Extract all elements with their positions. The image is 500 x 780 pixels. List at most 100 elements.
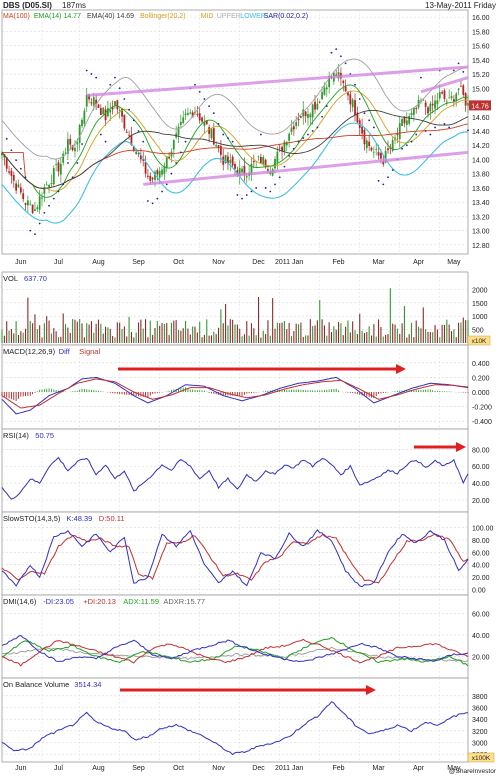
- sar-dot: [250, 190, 253, 193]
- sar-dot: [198, 90, 201, 93]
- candle-body: [107, 108, 109, 117]
- candle-body: [99, 108, 102, 116]
- sar-dot: [137, 130, 140, 132]
- sar-dot: [24, 176, 27, 179]
- candle-body: [342, 80, 345, 83]
- sar-dot: [90, 73, 93, 75]
- ema40-line: [1, 109, 469, 189]
- candle-body: [69, 138, 72, 145]
- sar-dot: [241, 197, 243, 200]
- candle-body: [31, 204, 34, 213]
- bottom-x-tick-label: Jul: [54, 765, 63, 772]
- legend-entry: EMA(14) 14.77: [34, 13, 81, 20]
- y-tick-label-price: 12.80: [472, 243, 490, 250]
- candle-body: [391, 140, 394, 151]
- sar-dot: [161, 190, 163, 193]
- y-tick-label-obv: 3200: [472, 729, 488, 736]
- bottom-x-tick-label: Feb: [333, 765, 345, 772]
- candle-body: [325, 87, 328, 90]
- candle-body: [302, 109, 305, 117]
- sar-dot: [415, 133, 418, 136]
- candle-body: [278, 147, 281, 149]
- candle-body: [71, 145, 74, 151]
- candle-body: [118, 109, 121, 111]
- rsi-value: 50.75: [35, 431, 54, 440]
- candle-body: [450, 96, 453, 99]
- sar-dot: [259, 133, 262, 136]
- sar-dot: [99, 133, 102, 136]
- sar-dot: [184, 140, 187, 143]
- obv-unit: x100K: [472, 755, 491, 762]
- candle-body: [78, 124, 81, 143]
- y-tick-label-price: 13.00: [472, 229, 490, 236]
- sar-dot: [467, 129, 469, 132]
- candle-body: [372, 151, 375, 153]
- render-time: 187ms: [62, 1, 86, 10]
- y-tick-label-price: 14.60: [472, 115, 490, 122]
- candle-body: [370, 147, 373, 151]
- y-tick-label-macd: -0.200: [472, 405, 492, 412]
- obv-value: 3514.34: [74, 680, 101, 689]
- x-tick-label: Mar: [373, 259, 386, 266]
- candle-body: [88, 94, 90, 100]
- sar-dot: [81, 143, 83, 145]
- x-tick-label: May: [447, 259, 461, 266]
- macd-label: MACD(12,26,9): [3, 347, 56, 356]
- candle-body: [168, 156, 171, 159]
- candle-body: [408, 115, 411, 124]
- candle-body: [231, 156, 234, 166]
- candle-body: [283, 141, 286, 152]
- y-tick-label-price: 14.40: [472, 129, 490, 136]
- sar-dot: [208, 105, 211, 107]
- sar-dot: [52, 197, 55, 200]
- last-price-tag: [469, 100, 491, 111]
- candle-body: [424, 102, 427, 107]
- y-tick-label-macd: 0.000: [472, 390, 490, 397]
- sar-dot: [19, 167, 22, 170]
- sar-dot: [330, 51, 333, 54]
- candle-body: [281, 146, 283, 152]
- sar-dot: [10, 149, 13, 152]
- sar-dot: [179, 151, 182, 154]
- sar-dot: [109, 83, 112, 86]
- candle-body: [109, 110, 112, 113]
- macd-trend-arrow-head: [396, 364, 406, 374]
- sar-dot: [76, 162, 79, 164]
- y-tick-label-volume: 2000: [472, 287, 488, 294]
- trend-channel-upper: [86, 65, 469, 97]
- rsi-trend-arrow-head: [456, 442, 466, 452]
- candle-body: [307, 113, 309, 118]
- candle-body: [445, 101, 448, 103]
- candle-body: [128, 134, 130, 136]
- candle-body: [351, 99, 354, 108]
- y-tick-label-stochastic: 20.00: [472, 575, 490, 582]
- sar-dot: [405, 144, 408, 147]
- bottom-x-tick-label: Nov: [212, 765, 225, 772]
- sar-dot: [340, 55, 342, 58]
- y-tick-label-volume: 1000: [472, 314, 488, 321]
- candle-body: [147, 175, 149, 177]
- candle-body: [323, 87, 326, 95]
- sar-dot: [194, 83, 196, 86]
- sar-dot: [401, 147, 404, 150]
- bottom-x-tick-label: Aug: [92, 765, 105, 772]
- panel-frame-rsi: [1, 428, 469, 513]
- candle-body: [401, 118, 404, 126]
- sar-dot: [34, 233, 36, 236]
- candle-body: [15, 183, 18, 191]
- sar-dot: [387, 176, 389, 179]
- sar-dot: [165, 183, 168, 186]
- sar-dot: [321, 115, 323, 118]
- legend-entry: MA(100): [3, 13, 30, 20]
- candle-body: [267, 169, 269, 171]
- candle-body: [5, 157, 8, 169]
- sar-dot: [85, 69, 88, 72]
- x-tick-label: 2011 Jan: [275, 259, 303, 266]
- sar-dot: [443, 122, 446, 125]
- candle-body: [441, 92, 444, 94]
- sar-dot: [424, 130, 427, 132]
- candle-body: [328, 76, 331, 88]
- candle-body: [389, 147, 392, 149]
- candle-body: [8, 171, 10, 173]
- candle-body: [398, 123, 401, 140]
